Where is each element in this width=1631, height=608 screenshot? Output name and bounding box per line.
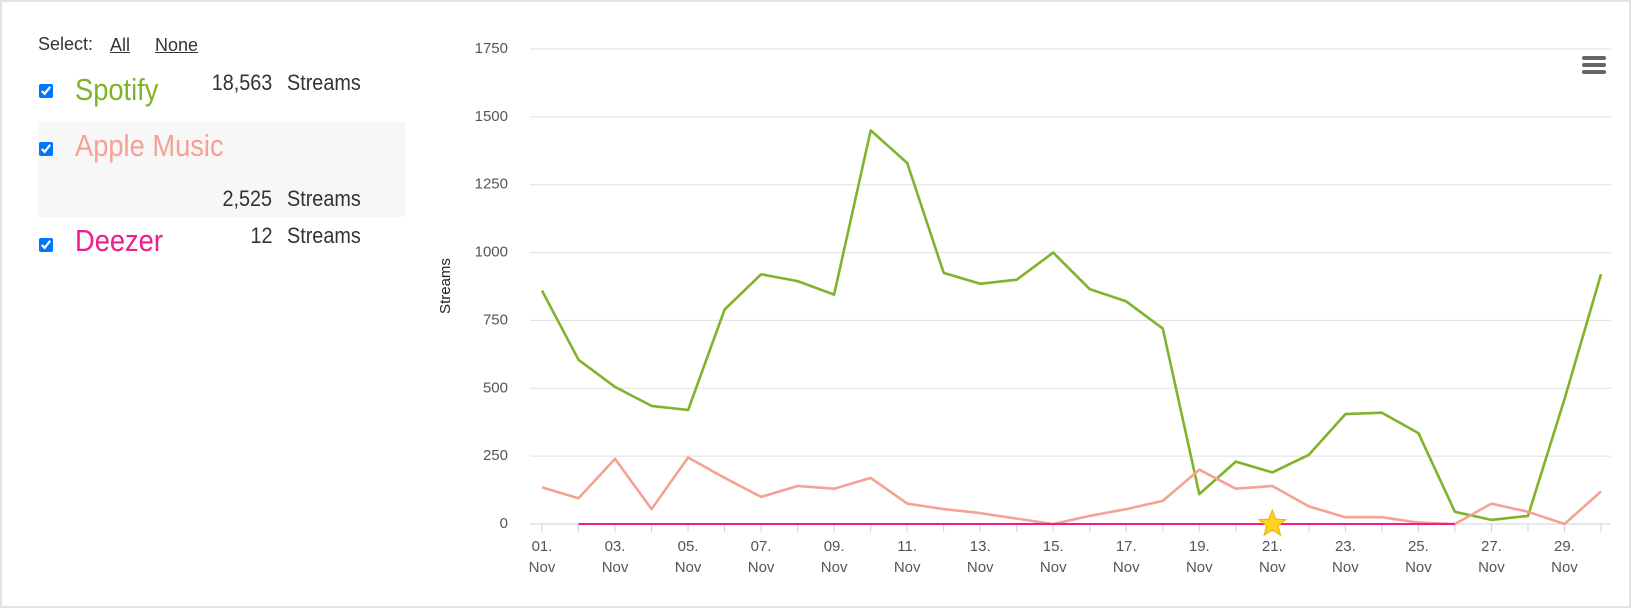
series-checkbox[interactable] xyxy=(39,142,53,156)
x-tick-label: 05. Nov xyxy=(674,538,702,576)
x-tick-label: 19. Nov xyxy=(1185,538,1213,576)
series-name: Apple Music xyxy=(75,128,224,163)
y-tick-label: 0 xyxy=(500,515,508,532)
select-all[interactable]: All xyxy=(110,35,131,55)
series-unit: Streams xyxy=(287,70,361,95)
y-axis-label: Streams xyxy=(437,258,454,314)
menu-bar xyxy=(1582,63,1606,67)
grid xyxy=(530,48,1611,525)
row-highlight xyxy=(38,122,405,217)
series-unit: Streams xyxy=(287,186,361,211)
series-unit: Streams xyxy=(287,223,361,248)
x-tick-label: 15. Nov xyxy=(1039,538,1067,576)
x-tick-label: 21. Nov xyxy=(1259,538,1286,576)
series-name: Deezer xyxy=(75,223,163,258)
x-tick-label: 07. Nov xyxy=(747,538,775,576)
x-tick-label: 11. Nov xyxy=(893,538,921,576)
menu-button[interactable] xyxy=(1582,56,1606,74)
y-tick-label: 500 xyxy=(483,379,508,396)
x-tick-label: 13. Nov xyxy=(966,538,994,576)
x-tick-label: 01. Nov xyxy=(528,538,556,576)
series-line xyxy=(541,456,1602,526)
series-name: Spotify xyxy=(75,72,159,107)
series-total: 2,525 xyxy=(222,186,272,211)
series-checkbox[interactable] xyxy=(39,84,53,98)
series-checkbox[interactable] xyxy=(39,238,53,252)
highlight-star xyxy=(1257,508,1288,537)
y-tick-label: 750 xyxy=(483,311,508,328)
series-line xyxy=(540,129,1603,522)
menu-bar xyxy=(1582,70,1606,74)
x-tick-label: 23. Nov xyxy=(1332,538,1359,576)
y-tick-label: 1750 xyxy=(475,40,508,57)
y-tick-label: 1000 xyxy=(475,244,508,261)
x-tick-label: 03. Nov xyxy=(601,538,629,576)
x-tick-label: 17. Nov xyxy=(1112,538,1140,576)
x-tick-label: 27. Nov xyxy=(1478,538,1505,576)
series-total: 12 xyxy=(249,223,272,248)
x-tick-label: 29. Nov xyxy=(1551,538,1578,576)
menu-bar xyxy=(1582,56,1606,60)
select-none[interactable]: None xyxy=(155,35,199,55)
x-tick-label: 25. Nov xyxy=(1405,538,1432,576)
y-tick-label: 1250 xyxy=(475,176,508,193)
select-label: Select: xyxy=(38,34,94,54)
y-tick-label: 250 xyxy=(483,447,508,464)
series-total: 18,563 xyxy=(211,70,272,95)
x-tick-label: 09. Nov xyxy=(820,538,848,576)
y-tick-label: 1500 xyxy=(475,108,508,125)
